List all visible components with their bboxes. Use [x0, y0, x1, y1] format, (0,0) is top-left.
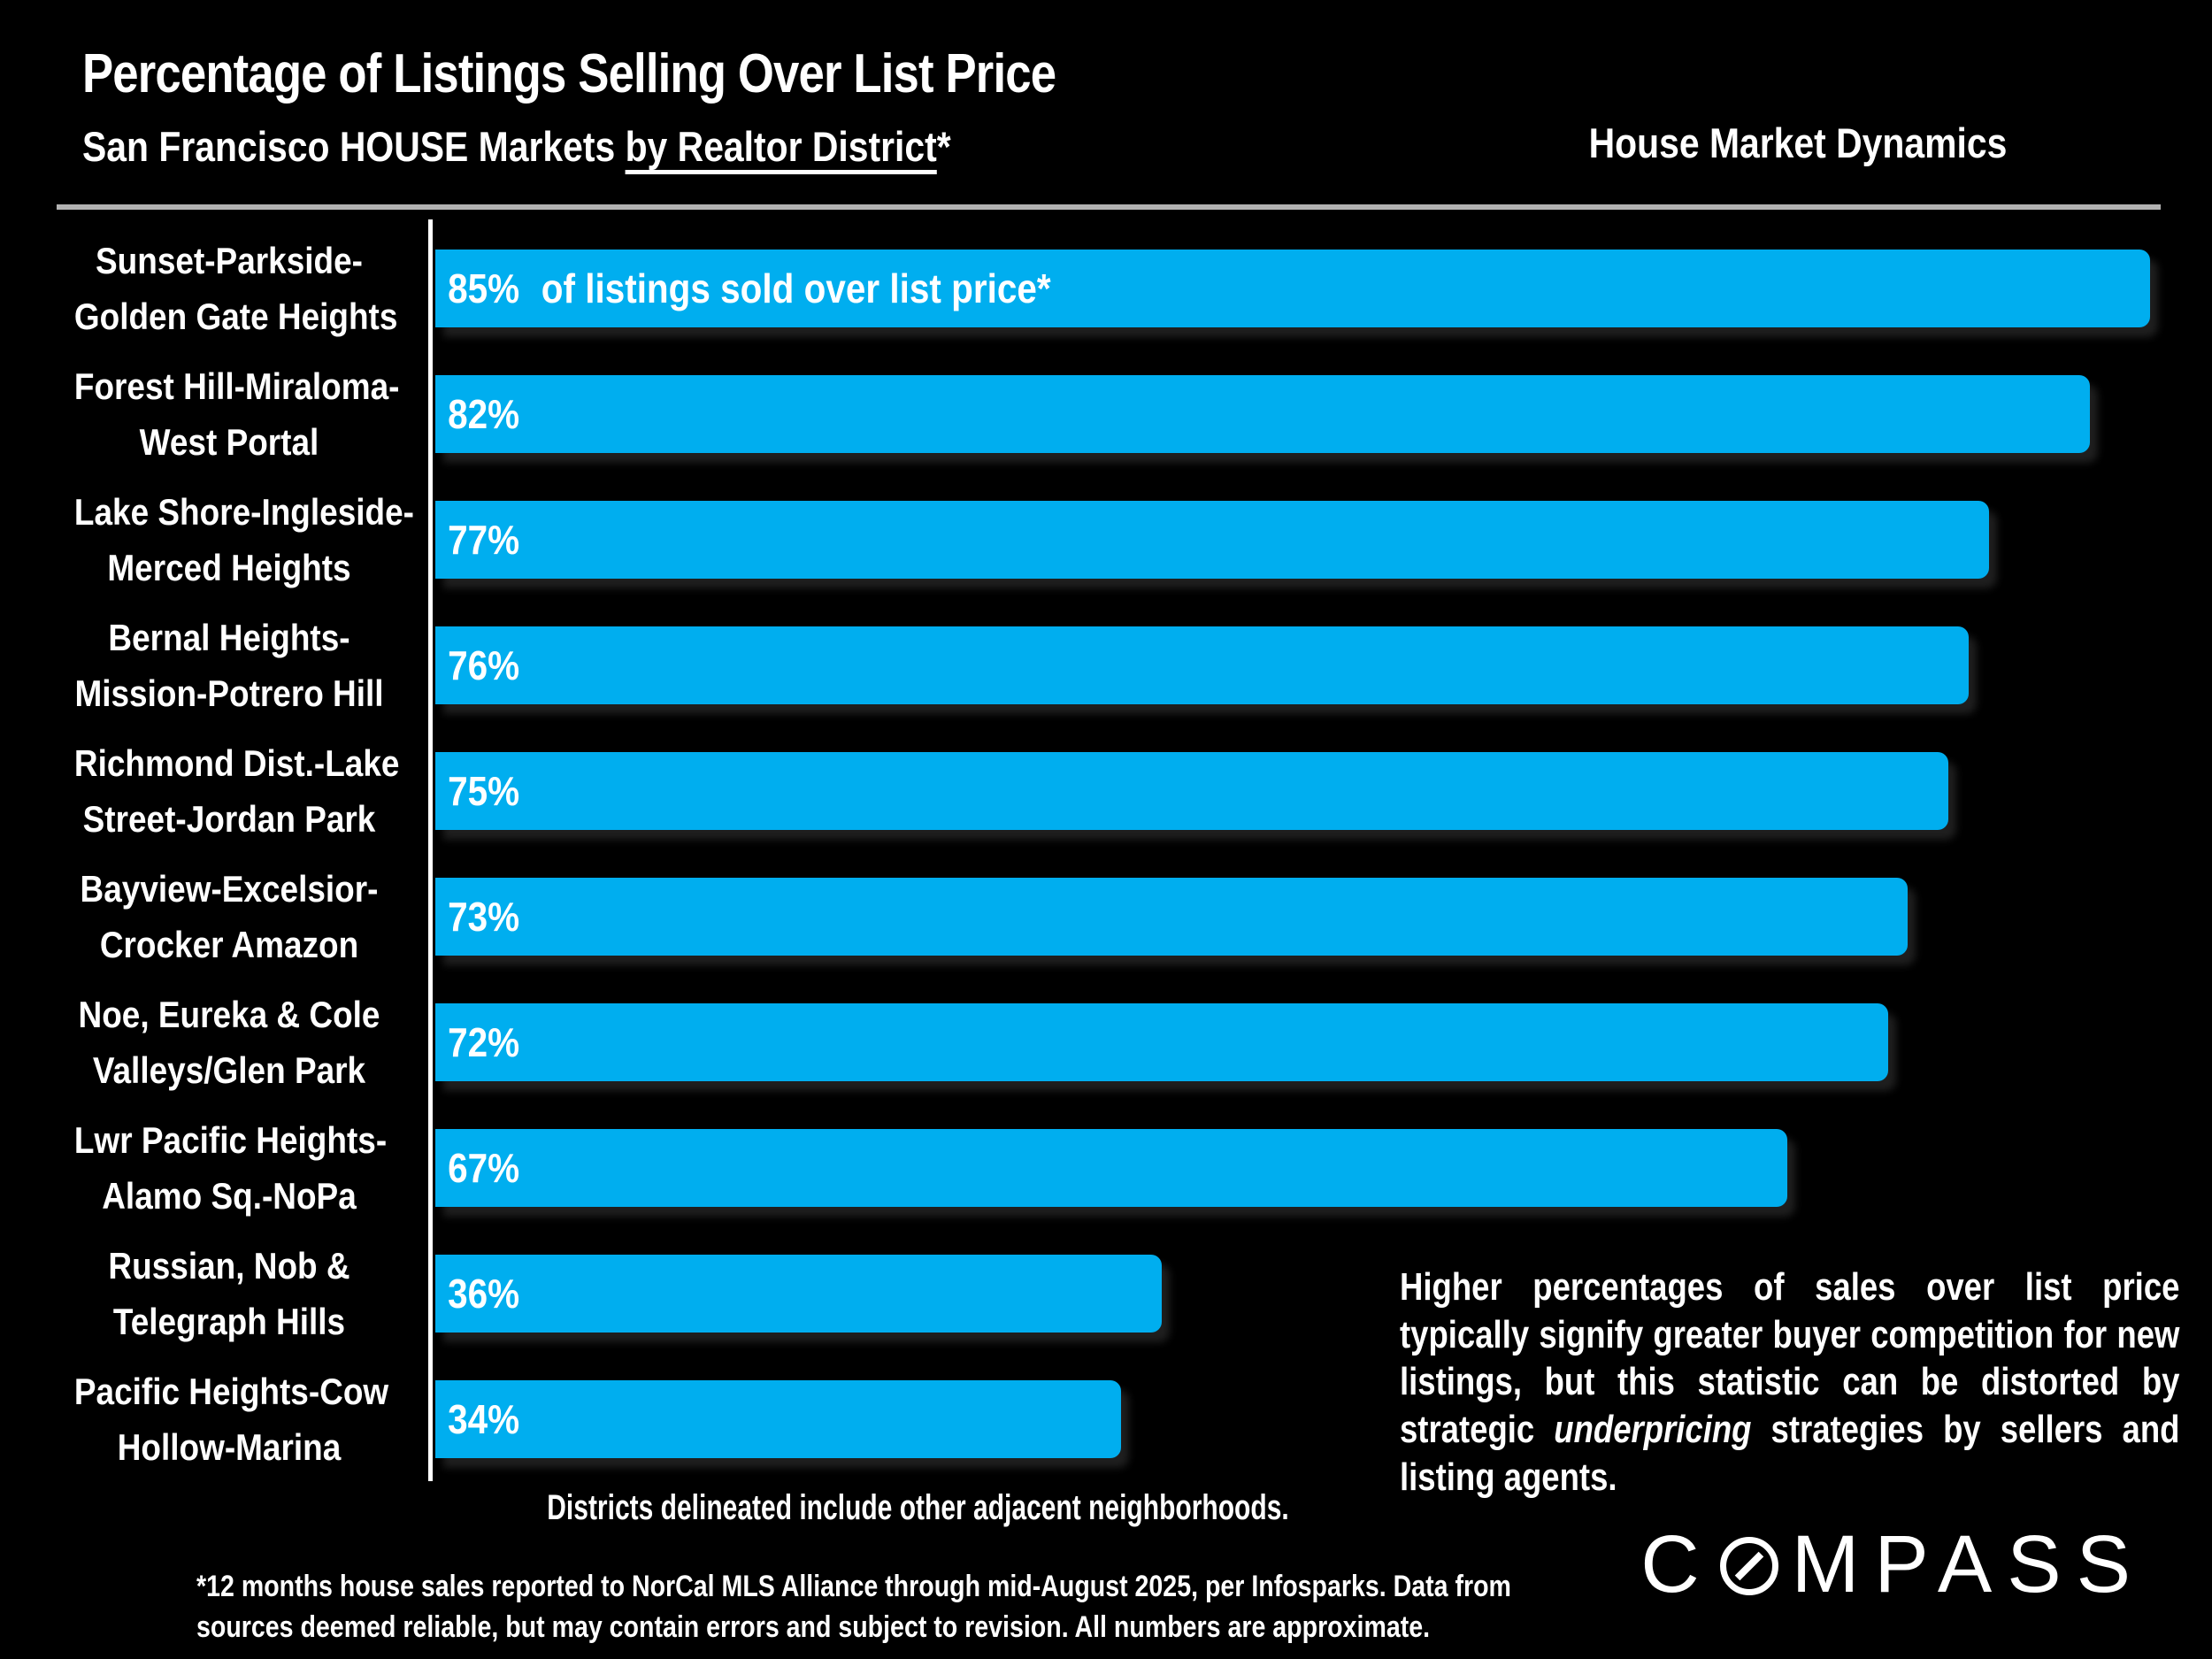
bar-value-label: 72%	[448, 1019, 520, 1065]
chart-row: Richmond Dist.-Lake Street-Jordan Park 75%	[53, 728, 2150, 854]
district-label: Lwr Pacific Heights- Alamo Sq.-NoPa	[73, 1119, 388, 1217]
district-label: Noe, Eureka & Cole Valleys/Glen Park	[78, 994, 380, 1091]
bar-value-label: 76%	[448, 642, 520, 688]
chart-row: Bayview-Excelsior- Crocker Amazon 73%	[53, 854, 2150, 979]
bar-value-label: 82%	[448, 391, 520, 437]
bar-track: 73%	[435, 878, 2150, 956]
side-note-italic: underpricing	[1554, 1408, 1752, 1452]
bar-value-label: 36%	[448, 1271, 520, 1317]
logo-letters-mpass: MPASS	[1791, 1519, 2146, 1609]
district-label: Bernal Heights- Mission-Potrero Hill	[74, 617, 384, 714]
district-label: Lake Shore-Ingleside- Merced Heights	[73, 491, 414, 588]
footnote-line-2: sources deemed reliable, but may contain…	[196, 1610, 1431, 1645]
bar-track: 36%	[435, 1255, 2150, 1333]
bar-value-label: 75%	[448, 768, 520, 814]
bar-text: 73%	[435, 893, 519, 941]
chart-row: Bernal Heights- Mission-Potrero Hill 76%	[53, 603, 2150, 728]
bar: 36%	[435, 1255, 1162, 1333]
footnote: *12 months house sales reported to NorCa…	[196, 1566, 1511, 1647]
district-label: Richmond Dist.-Lake Street-Jordan Park	[73, 742, 400, 840]
page-title: Percentage of Listings Selling Over List…	[82, 43, 1056, 104]
bar-track: 75%	[435, 752, 2150, 830]
logo-letter-c: C	[1640, 1519, 1715, 1609]
bar-text: 85% of listings sold over list price*	[435, 265, 1051, 312]
bar-track: 82%	[435, 375, 2150, 453]
bar-track: 67%	[435, 1129, 2150, 1207]
bar-value-label: 34%	[448, 1396, 520, 1442]
bar: 34%	[435, 1380, 1122, 1458]
side-note: Higher percentages of sales over list pr…	[1400, 1263, 2179, 1501]
header-divider-line	[57, 204, 2161, 210]
bar-text: 67%	[435, 1144, 519, 1192]
subtitle-asterisk: *	[936, 123, 951, 170]
bar: 73%	[435, 878, 1909, 956]
compass-o-needle-icon	[1719, 1537, 1778, 1595]
bar-track: 85% of listings sold over list price*	[435, 250, 2150, 327]
chart-row: Sunset-Parkside- Golden Gate Heights 85% of…	[53, 226, 2150, 351]
bar-value-label: 77%	[448, 517, 520, 563]
bar-text: 36%	[435, 1270, 519, 1317]
bar-text: 34%	[435, 1395, 519, 1443]
bar: 76%	[435, 626, 1969, 704]
district-label: Bayview-Excelsior- Crocker Amazon	[80, 868, 379, 965]
header-right-title: House Market Dynamics	[1588, 119, 2007, 166]
chart-row: Lwr Pacific Heights- Alamo Sq.-NoPa 67%	[53, 1105, 2150, 1231]
district-label: Sunset-Parkside- Golden Gate Heights	[73, 240, 398, 337]
district-label: Forest Hill-Miraloma- West Portal	[73, 365, 400, 463]
bar-text: 72%	[435, 1018, 519, 1066]
bar-text: 76%	[435, 641, 519, 689]
bar: 75%	[435, 752, 1948, 830]
chart-axis-line	[428, 219, 433, 1481]
chart-row: Forest Hill-Miraloma- West Portal 82%	[53, 351, 2150, 477]
chart-row: Noe, Eureka & Cole Valleys/Glen Park 72%	[53, 979, 2150, 1105]
bar-text: 75%	[435, 767, 519, 815]
bar-track: 77%	[435, 501, 2150, 579]
bar: 67%	[435, 1129, 1787, 1207]
side-note-part1: Higher percentages of sales over list pr…	[1400, 1265, 2180, 1452]
footnote-line-1: *12 months house sales reported to NorCa…	[196, 1570, 1511, 1603]
subtitle-prefix: San Francisco HOUSE Markets	[82, 123, 626, 170]
bar: 72%	[435, 1003, 1888, 1081]
side-note-part2: strategies by sellers and listing agents…	[1400, 1408, 2180, 1499]
bar-track: 34%	[435, 1380, 2150, 1458]
bar-track: 76%	[435, 626, 2150, 704]
subtitle-underlined: by Realtor District	[625, 123, 937, 170]
compass-logo: C MPASS	[1640, 1524, 2146, 1605]
chart-rows: Sunset-Parkside- Golden Gate Heights 85% of…	[53, 226, 2150, 1482]
bar-value-label: 73%	[448, 894, 520, 940]
bar: 85% of listings sold over list price*	[435, 250, 2150, 327]
chart-row: Lake Shore-Ingleside- Merced Heights 77%	[53, 477, 2150, 603]
bar: 82%	[435, 375, 2090, 453]
bar-text: 77%	[435, 516, 519, 564]
chart-row: Russian, Nob & Telegraph Hills 36%	[53, 1231, 2150, 1356]
bar-text: 82%	[435, 390, 519, 438]
bar: 77%	[435, 501, 1989, 579]
bar-value-label: 67%	[448, 1145, 520, 1191]
chart-row: Pacific Heights-Cow Hollow-Marina 34%	[53, 1356, 2150, 1482]
district-label: Russian, Nob & Telegraph Hills	[108, 1245, 350, 1342]
district-label: Pacific Heights-Cow Hollow-Marina	[73, 1371, 389, 1468]
bar-track: 72%	[435, 1003, 2150, 1081]
page-subtitle: San Francisco HOUSE Markets by Realtor D…	[82, 122, 951, 171]
bar-note: of listings sold over list price*	[541, 265, 1051, 311]
bar-value-label: 85%	[448, 265, 520, 311]
districts-note: Districts delineated include other adjac…	[547, 1488, 1289, 1527]
